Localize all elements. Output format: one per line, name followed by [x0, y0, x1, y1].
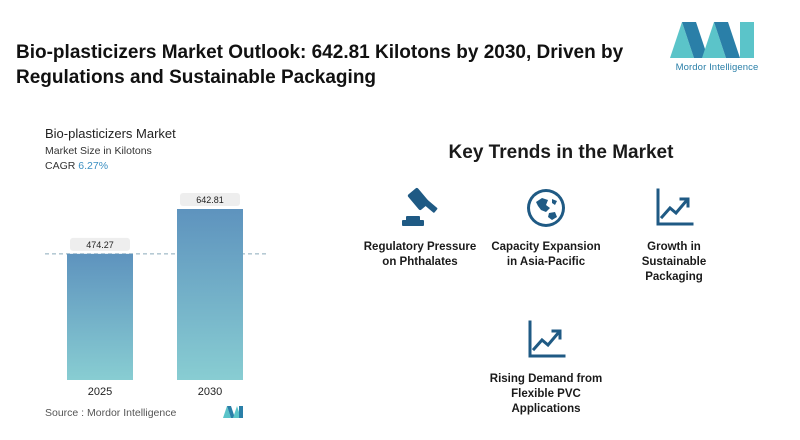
trend-label: Growth in Sustainable Packaging — [641, 241, 707, 283]
brand-name: Mordor Intelligence — [675, 62, 759, 73]
cagr-text: CAGR 6.27% — [45, 160, 108, 172]
bar-2030 — [177, 209, 243, 380]
trend-label: Capacity Expansion in Asia-Pacific — [491, 241, 601, 268]
globe-icon — [527, 189, 565, 227]
bar-2025 — [67, 253, 133, 380]
data-label-box — [70, 237, 130, 251]
trend-label: Rising Demand from Flexible PVC Applicat… — [489, 373, 603, 415]
trend-item-regulatory: Regulatory Pressure on Phthalates — [360, 186, 480, 270]
x-tick-label: 2030 — [198, 386, 222, 398]
cagr-value: 6.27% — [78, 160, 109, 172]
trend-label: Regulatory Pressure on Phthalates — [363, 241, 477, 268]
data-label-box — [180, 193, 240, 206]
trend-item-asia-pacific: Capacity Expansion in Asia-Pacific — [486, 186, 606, 270]
data-label: 642.81 — [196, 195, 224, 205]
gavel-icon — [402, 187, 438, 226]
line-chart-icon — [528, 320, 566, 358]
chart-subtitle: Market Size in Kilotons — [45, 145, 152, 157]
trend-item-sustainable-packaging: Growth in Sustainable Packaging — [614, 186, 734, 285]
chart-title: Bio-plasticizers Market — [45, 126, 176, 141]
page-title: Bio-plasticizers Market Outlook: 642.81 … — [16, 42, 624, 88]
x-tick-label: 2025 — [88, 386, 112, 398]
key-trends-title: Key Trends in the Market — [448, 142, 674, 163]
trend-item-flexible-pvc: Rising Demand from Flexible PVC Applicat… — [486, 318, 606, 417]
mordor-small-logo-icon — [223, 406, 243, 418]
cagr-label: CAGR — [45, 160, 76, 172]
line-chart-icon — [656, 188, 694, 226]
data-label: 474.27 — [86, 240, 114, 250]
brand-logo: Mordor Intelligence — [662, 18, 772, 76]
mordor-logo-icon — [670, 22, 754, 58]
source-text: Source : Mordor Intelligence — [45, 407, 177, 419]
